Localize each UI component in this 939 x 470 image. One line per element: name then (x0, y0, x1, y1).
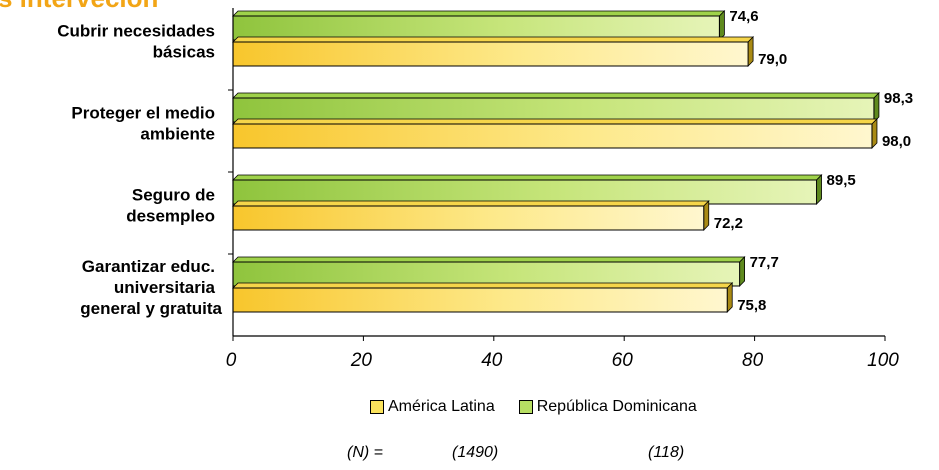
value-label-america-latina-1: 98,0 (882, 133, 911, 150)
category-label-3-line-2: general y gratuita (80, 299, 222, 318)
chart-legend: América Latina República Dominicana (370, 398, 697, 416)
n-america-latina: (1490) (452, 444, 499, 461)
chart-title-fragment: s interveción (0, 0, 158, 14)
x-tick-label-0: 0 (226, 350, 237, 371)
bar-side-republica-dominicana-1 (873, 92, 880, 123)
bar-top-republica-dominicana-3 (232, 256, 746, 263)
value-label-america-latina-0: 79,0 (758, 51, 787, 68)
x-tick-label-2: 40 (481, 350, 503, 371)
bar-republica-dominicana-1 (232, 97, 875, 123)
value-label-america-latina-3: 75,8 (737, 297, 766, 314)
category-label-0-line-0: Cubrir necesidades (57, 22, 215, 41)
bar-top-republica-dominicana-1 (232, 92, 880, 99)
value-label-republica-dominicana-3: 77,7 (750, 254, 779, 271)
category-label-0-line-1: básicas (153, 43, 215, 62)
bar-chart: 74,6 79,0 Cubrir necesidades básicas 98,3 98,… (57, 8, 913, 371)
value-label-republica-dominicana-2: 89,5 (827, 172, 856, 189)
legend-item-republica-dominicana: República Dominicana (518, 398, 697, 416)
bar-side-republica-dominicana-0 (718, 10, 725, 41)
bar-side-america-latina-3 (726, 282, 733, 313)
legend-item-america-latina: América Latina (370, 398, 495, 416)
value-label-republica-dominicana-1: 98,3 (884, 90, 913, 107)
category-label-1-line-1: ambiente (140, 125, 215, 144)
bar-top-republica-dominicana-2 (232, 174, 823, 181)
x-tick-label-1: 20 (350, 350, 373, 371)
bar-republica-dominicana-3 (232, 261, 741, 287)
bar-republica-dominicana-2 (232, 179, 818, 205)
x-tick-label-3: 60 (612, 350, 634, 371)
bar-top-america-latina-2 (232, 200, 710, 207)
bar-side-america-latina-2 (703, 200, 710, 231)
bar-top-america-latina-0 (232, 36, 755, 43)
n-label: (N) = (347, 444, 383, 461)
category-label-2-line-0: Seguro de (132, 186, 215, 205)
bar-side-america-latina-1 (871, 118, 878, 149)
bar-america-latina-2 (232, 205, 705, 231)
n-republica-dominicana: (118) (648, 444, 685, 461)
bar-america-latina-0 (232, 41, 749, 67)
bar-side-republica-dominicana-3 (739, 256, 746, 287)
bar-top-republica-dominicana-0 (232, 10, 726, 17)
bar-america-latina-3 (232, 287, 728, 313)
category-label-3-line-0: Garantizar educ. (82, 257, 215, 276)
category-label-1-line-0: Proteger el medio (71, 104, 215, 123)
bar-side-america-latina-0 (747, 36, 754, 67)
bar-top-america-latina-3 (232, 282, 734, 289)
bar-side-republica-dominicana-2 (816, 174, 822, 205)
bar-america-latina-1 (232, 123, 873, 149)
category-label-2-line-1: desempleo (126, 207, 215, 226)
category-label-3-line-1: universitaria (114, 278, 216, 297)
value-label-republica-dominicana-0: 74,6 (729, 8, 758, 25)
legend-swatch-america-latina (370, 400, 384, 414)
legend-swatch-republica-dominicana (518, 400, 533, 414)
x-tick-label-4: 80 (742, 350, 764, 371)
bar-top-america-latina-1 (232, 118, 878, 125)
legend-label-america-latina: América Latina (388, 398, 495, 415)
value-label-america-latina-2: 72,2 (714, 215, 743, 232)
x-tick-label-5: 100 (867, 350, 899, 371)
bar-republica-dominicana-0 (232, 15, 720, 41)
legend-label-republica-dominicana: República Dominicana (536, 398, 697, 415)
